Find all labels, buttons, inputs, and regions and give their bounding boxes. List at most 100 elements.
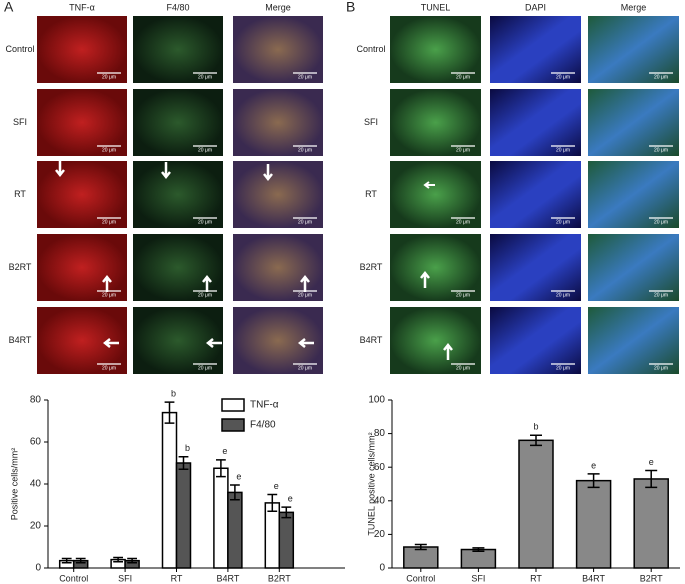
scale-bar-label: 20 μm bbox=[198, 74, 212, 80]
column-header: F4/80 bbox=[166, 2, 189, 12]
micrograph bbox=[588, 234, 679, 301]
row-label: B2RT bbox=[9, 262, 32, 272]
row-label: B4RT bbox=[360, 335, 383, 345]
micrograph bbox=[390, 89, 481, 156]
row-label: RT bbox=[365, 189, 377, 199]
scale-bar-label: 20 μm bbox=[556, 365, 570, 371]
arrow bbox=[202, 274, 212, 292]
micrograph bbox=[37, 161, 127, 228]
scale-bar-label: 20 μm bbox=[456, 147, 470, 153]
micrograph bbox=[588, 16, 679, 83]
micrograph bbox=[233, 234, 323, 301]
scale-bar-label: 20 μm bbox=[298, 147, 312, 153]
error-bar bbox=[164, 401, 175, 424]
significance-label: b bbox=[533, 422, 538, 432]
scale-bar-label: 20 μm bbox=[298, 74, 312, 80]
error-bar bbox=[113, 556, 123, 563]
micrograph bbox=[37, 307, 127, 374]
scale-bar-label: 20 μm bbox=[298, 219, 312, 225]
micrograph bbox=[133, 16, 223, 83]
bar bbox=[213, 467, 229, 569]
x-tick-label: RT bbox=[530, 573, 542, 583]
scale-bar-label: 20 μm bbox=[198, 365, 212, 371]
x-tick-label: B2RT bbox=[640, 573, 663, 583]
arrow bbox=[443, 342, 453, 360]
micrograph bbox=[390, 16, 481, 83]
x-tick-label: SFI bbox=[471, 573, 485, 583]
micrograph bbox=[588, 89, 679, 156]
error-bar bbox=[267, 493, 278, 513]
scale-bar-label: 20 μm bbox=[654, 365, 668, 371]
significance-label: e bbox=[591, 460, 596, 470]
micrograph bbox=[390, 161, 481, 228]
legend-swatch bbox=[221, 418, 245, 432]
bar bbox=[518, 439, 554, 569]
micrograph bbox=[133, 161, 223, 228]
micrograph bbox=[37, 16, 127, 83]
column-header: TNF-α bbox=[69, 2, 95, 12]
scale-bar-label: 20 μm bbox=[102, 147, 116, 153]
column-header: TUNEL bbox=[421, 2, 451, 12]
scale-bar-label: 20 μm bbox=[556, 74, 570, 80]
micrograph bbox=[588, 161, 679, 228]
scale-bar-label: 20 μm bbox=[198, 292, 212, 298]
micrograph bbox=[490, 16, 581, 83]
micrograph bbox=[588, 307, 679, 374]
y-tick-label: 80 bbox=[374, 428, 386, 439]
error-bar bbox=[587, 473, 600, 489]
error-bar bbox=[61, 557, 72, 564]
bar bbox=[278, 511, 295, 569]
y-axis-label: TUNEL positive cells/mm² bbox=[366, 432, 376, 535]
y-tick-label: 20 bbox=[374, 529, 386, 540]
micrograph bbox=[390, 234, 481, 301]
y-tick-label: 0 bbox=[35, 563, 41, 574]
y-tick-label: 60 bbox=[374, 462, 386, 473]
error-bar bbox=[281, 506, 292, 519]
scale-bar-label: 20 μm bbox=[102, 219, 116, 225]
arrow bbox=[161, 162, 171, 180]
scale-bar-label: 20 μm bbox=[456, 219, 470, 225]
scale-bar-label: 20 μm bbox=[102, 292, 116, 298]
scale-bar-label: 20 μm bbox=[456, 292, 470, 298]
micrograph bbox=[233, 89, 323, 156]
y-tick-label: 20 bbox=[30, 521, 42, 532]
significance-label: b bbox=[171, 388, 176, 398]
scale-bar-label: 20 μm bbox=[556, 292, 570, 298]
scale-bar-label: 20 μm bbox=[198, 219, 212, 225]
micrograph bbox=[233, 16, 323, 83]
scale-bar-label: 20 μm bbox=[654, 219, 668, 225]
x-tick-label: SFI bbox=[118, 573, 132, 583]
y-tick-label: 80 bbox=[30, 395, 42, 406]
x-tick-label: B4RT bbox=[582, 573, 605, 583]
x-tick-label: Control bbox=[59, 573, 88, 583]
bar bbox=[175, 462, 192, 569]
arrow bbox=[102, 274, 112, 292]
bar bbox=[161, 411, 178, 569]
y-tick-label: 60 bbox=[30, 437, 42, 448]
micrograph bbox=[233, 161, 323, 228]
significance-label: e bbox=[649, 457, 654, 467]
significance-label: e bbox=[274, 481, 279, 491]
row-label: RT bbox=[14, 189, 26, 199]
scale-bar-label: 20 μm bbox=[654, 147, 668, 153]
micrograph bbox=[490, 307, 581, 374]
significance-label: e bbox=[236, 471, 241, 481]
bar bbox=[227, 491, 243, 569]
error-bar bbox=[472, 547, 485, 552]
scale-bar-label: 20 μm bbox=[298, 292, 312, 298]
error-bar bbox=[178, 455, 189, 471]
scale-bar-label: 20 μm bbox=[102, 74, 116, 80]
row-label: Control bbox=[356, 44, 385, 54]
y-tick-label: 0 bbox=[379, 563, 385, 574]
micrograph bbox=[490, 89, 581, 156]
arrow bbox=[297, 338, 314, 348]
bar bbox=[633, 478, 669, 569]
arrow bbox=[55, 160, 65, 178]
legend-label: F4/80 bbox=[250, 420, 276, 431]
error-bar bbox=[230, 484, 240, 501]
micrograph bbox=[133, 89, 223, 156]
micrograph bbox=[233, 307, 323, 374]
micrograph bbox=[490, 161, 581, 228]
error-bar bbox=[216, 459, 226, 478]
y-tick-label: 100 bbox=[368, 395, 385, 406]
